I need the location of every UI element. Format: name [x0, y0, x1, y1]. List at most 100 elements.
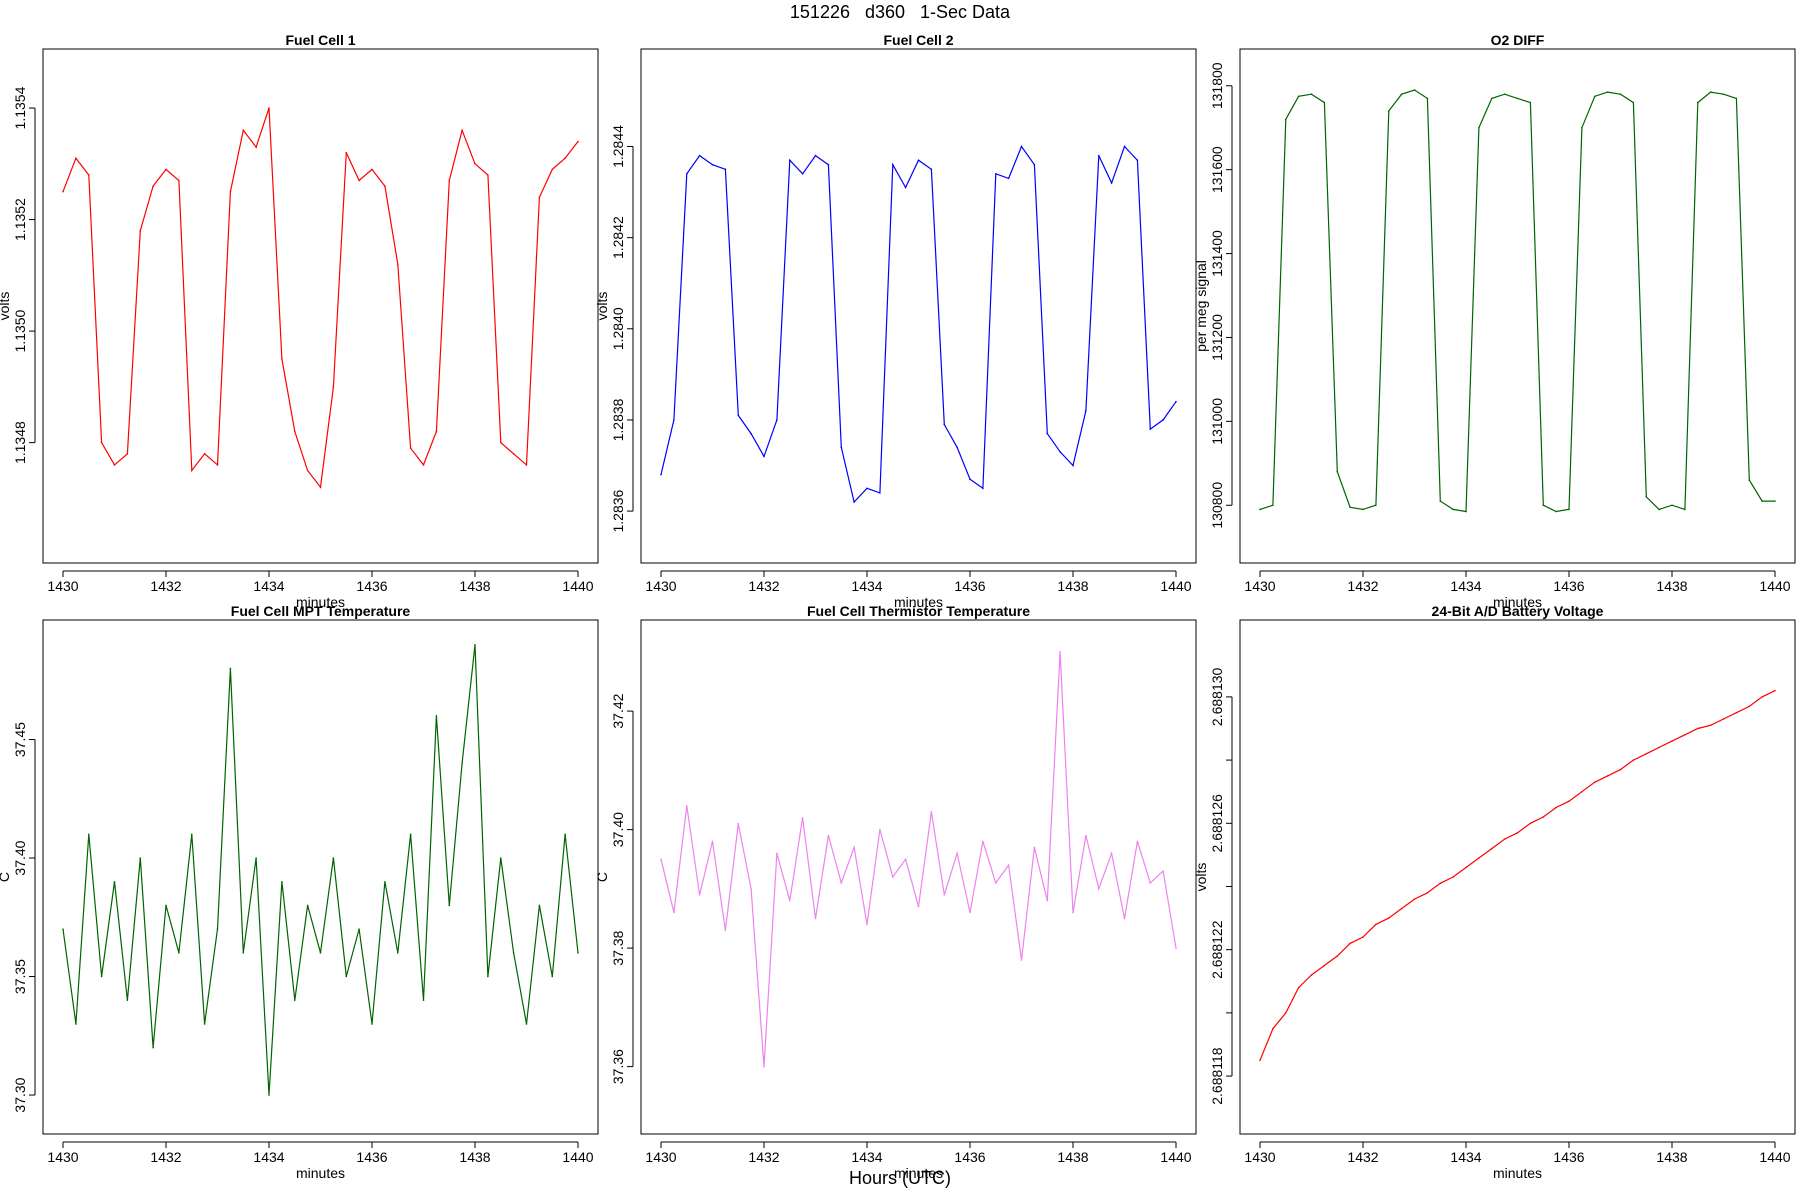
data-point: [866, 923, 868, 926]
y-axis-label: per meg signal: [1193, 260, 1209, 352]
x-tick-label: 1438: [1656, 578, 1687, 594]
data-point: [1709, 91, 1712, 93]
data-point: [474, 643, 476, 646]
data-point: [190, 833, 193, 836]
data-point: [917, 159, 920, 161]
x-tick-label: 1432: [150, 1149, 181, 1165]
data-point: [293, 999, 296, 1002]
data-point: [113, 464, 116, 466]
panel-title: Fuel Cell MPT Temperature: [231, 603, 411, 619]
data-point: [673, 911, 675, 914]
data-point: [384, 880, 386, 883]
data-point: [1033, 163, 1036, 166]
data-point: [1696, 727, 1699, 730]
plot-frame: [1239, 48, 1796, 564]
y-tick-label: 2.688126: [1209, 794, 1225, 853]
x-axis-label: minutes: [296, 1165, 345, 1181]
y-tick-label: 131200: [1209, 314, 1225, 361]
data-point: [1516, 831, 1519, 834]
series-line-o2-diff: [1259, 89, 1775, 513]
y-tick-label: 37.35: [12, 959, 28, 994]
x-tick-label: 1436: [954, 578, 985, 594]
data-point: [499, 441, 502, 444]
data-point: [371, 168, 373, 171]
data-point: [87, 833, 90, 836]
data-point: [190, 469, 193, 472]
x-axis-footer-label: Hours (UTC): [849, 1168, 951, 1188]
x-tick-label: 1434: [1450, 578, 1481, 594]
y-tick-label: 1.2840: [610, 307, 626, 350]
x-tick-label: 1430: [645, 1149, 676, 1165]
data-point: [512, 952, 515, 954]
x-tick-label: 1440: [562, 1149, 593, 1165]
data-point: [1658, 746, 1660, 749]
data-point: [358, 928, 360, 930]
data-point: [1400, 907, 1403, 910]
chart-panel-6: 24-Bit A/D Battery Voltage 1430 1432 1434 14…: [1193, 603, 1796, 1181]
data-point: [1735, 97, 1738, 100]
x-tick-label: 1434: [851, 578, 882, 594]
x-axis-label: minutes: [894, 1165, 943, 1181]
x-tick-label: 1436: [1553, 1149, 1584, 1165]
data-point: [396, 952, 399, 954]
series-line-battery-voltage: [1259, 690, 1776, 1061]
data-point: [1149, 428, 1152, 430]
data-point: [87, 174, 90, 176]
x-axis-label: minutes: [296, 594, 345, 610]
x-tick-label: 1432: [748, 578, 779, 594]
data-point: [139, 229, 142, 232]
data-point: [994, 882, 997, 884]
data-point: [538, 904, 541, 907]
data-point: [281, 880, 283, 883]
data-point: [358, 179, 360, 182]
data-point: [229, 667, 232, 670]
data-point: [1007, 864, 1010, 866]
chart-panel-5: Fuel Cell Thermistor Temperature 1430 1432…: [594, 603, 1197, 1181]
x-tick-label: 1434: [253, 578, 284, 594]
data-point: [396, 263, 399, 265]
data-point: [268, 1094, 270, 1096]
data-point: [1490, 847, 1493, 850]
data-point: [1123, 917, 1126, 920]
data-point: [969, 911, 971, 914]
data-point: [1272, 1027, 1274, 1030]
data-point: [1748, 705, 1751, 708]
data-point: [551, 975, 554, 978]
data-point: [126, 452, 129, 455]
data-point: [1162, 419, 1164, 421]
plot-frame: [640, 619, 1197, 1135]
data-point: [1748, 479, 1751, 481]
data-point: [487, 174, 489, 176]
data-point: [564, 833, 566, 836]
data-point: [384, 185, 386, 187]
data-point: [1774, 500, 1776, 502]
data-point: [435, 430, 438, 433]
data-point: [1097, 154, 1100, 157]
y-tick-label: 1.2836: [610, 489, 626, 532]
data-point: [306, 904, 309, 907]
panel-title: Fuel Cell 1: [285, 32, 355, 48]
y-tick-label: 1.2838: [610, 398, 626, 441]
data-point: [891, 163, 894, 166]
data-point: [1735, 711, 1738, 714]
data-point: [216, 464, 219, 466]
data-point: [930, 168, 933, 171]
data-point: [930, 811, 933, 813]
data-point: [1413, 898, 1416, 900]
data-point: [345, 975, 348, 978]
data-point: [1761, 696, 1763, 698]
data-point: [1542, 816, 1545, 818]
x-tick-label: 1440: [1759, 578, 1790, 594]
y-tick-label: 131800: [1209, 62, 1225, 109]
data-point: [306, 469, 309, 472]
data-point: [994, 173, 997, 175]
x-tick-label: 1440: [1759, 1149, 1790, 1165]
data-point: [474, 163, 476, 165]
x-axis-label: minutes: [1493, 594, 1542, 610]
x-tick-label: 1438: [459, 1149, 490, 1165]
y-tick-label: 1.1352: [12, 198, 28, 241]
data-point: [242, 952, 245, 954]
data-point: [293, 430, 296, 433]
data-point: [1284, 118, 1287, 121]
